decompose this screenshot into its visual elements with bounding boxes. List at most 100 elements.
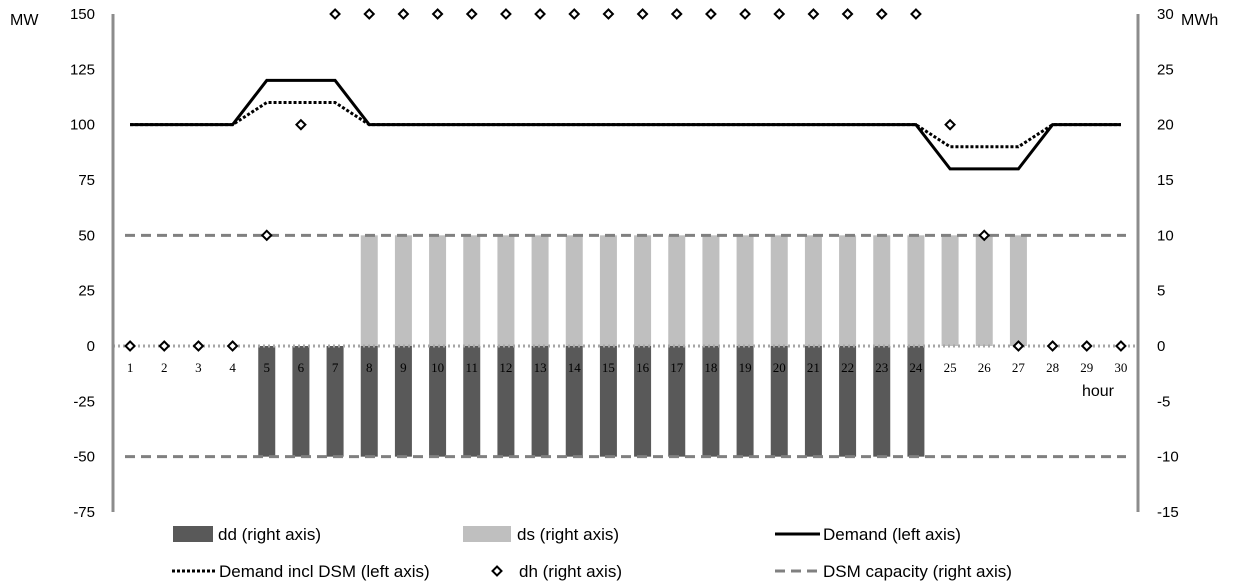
dd-bar-11 — [463, 346, 481, 457]
ds-bar-17 — [668, 235, 686, 346]
y-right-tick-label: -10 — [1157, 449, 1179, 466]
dh-point-10 — [431, 8, 444, 20]
x-tick-label: 23 — [875, 360, 888, 375]
demand-line — [130, 78, 1121, 171]
legend-swatch-ds — [463, 526, 511, 542]
x-axis-label: hour — [1082, 383, 1115, 400]
dd-bar-7 — [326, 346, 344, 457]
legend-label-demand-dsm: Demand incl DSM (left axis) — [219, 562, 430, 581]
dh-point-25 — [944, 118, 956, 131]
dh-point-22 — [841, 8, 854, 20]
dh-point-8 — [363, 8, 376, 20]
x-tick-label: 11 — [465, 360, 478, 375]
dd-bar-13 — [531, 346, 549, 457]
ds-bar-18 — [702, 235, 720, 346]
x-tick-label: 25 — [944, 360, 957, 375]
x-tick-label: 22 — [841, 360, 854, 375]
dd-bar-12 — [497, 346, 515, 457]
dd-bar-22 — [839, 346, 857, 457]
x-tick-label: 28 — [1046, 360, 1059, 375]
x-tick-label: 9 — [400, 360, 407, 375]
dh-point-5 — [260, 229, 273, 242]
y-right-tick-label: 10 — [1157, 227, 1174, 244]
dd-bar-15 — [599, 346, 617, 457]
legend-label-dh: dh (right axis) — [519, 562, 622, 581]
x-tick-label: 17 — [670, 360, 684, 375]
legend-swatch-dh — [491, 565, 503, 577]
x-tick-label: 20 — [773, 360, 786, 375]
ds-bar-11 — [463, 235, 481, 346]
dd-bar-10 — [429, 346, 447, 457]
y-left-tick-label: -25 — [73, 393, 95, 410]
dh-point-3 — [192, 340, 205, 352]
x-tick-label: 10 — [431, 360, 444, 375]
dd-bar-24 — [907, 346, 925, 457]
y-right-tick-label: 0 — [1157, 338, 1165, 355]
legend-label-ds: ds (right axis) — [517, 525, 619, 544]
dh-point-6 — [295, 118, 307, 131]
ds-bar-21 — [804, 235, 822, 346]
dh-point-21 — [807, 8, 820, 20]
dh-point-2 — [158, 340, 171, 352]
dh-point-17 — [670, 8, 683, 20]
y-right-tick-label: 5 — [1157, 283, 1165, 300]
x-tick-label: 24 — [909, 360, 923, 375]
legend: dd (right axis) ds (right axis) Demand (le… — [172, 525, 1012, 581]
x-tick-label: 19 — [739, 360, 752, 375]
y-left-tick-label: 0 — [87, 338, 95, 355]
y-right-tick-label: 15 — [1157, 172, 1174, 189]
dh-point-24 — [910, 8, 922, 20]
dd-bar-21 — [804, 346, 822, 457]
plot-area: -75-50-250255075100125150-15-10-50510152… — [10, 6, 1218, 521]
y-left-tick-label: 25 — [78, 283, 95, 300]
ds-bar-27 — [1009, 235, 1027, 346]
dd-bar-8 — [360, 346, 378, 457]
ds-bar-9 — [394, 235, 412, 346]
ds-bar-10 — [429, 235, 447, 346]
dd-bar-17 — [668, 346, 686, 457]
ds-bar-8 — [360, 235, 378, 346]
dh-point-28 — [1046, 340, 1059, 352]
x-tick-label: 4 — [229, 360, 236, 375]
x-tick-label: 2 — [161, 360, 168, 375]
y-left-tick-label: 125 — [70, 61, 95, 78]
y-left-tick-label: 75 — [78, 172, 95, 189]
ds-bar-20 — [770, 235, 788, 346]
y-left-axis-label: MW — [10, 12, 39, 29]
dd-bar-19 — [736, 346, 754, 457]
dh-point-11 — [465, 8, 478, 20]
dh-point-19 — [739, 8, 751, 20]
dd-bar-20 — [770, 346, 788, 457]
ds-bar-12 — [497, 235, 515, 346]
x-tick-label: 6 — [298, 360, 305, 375]
dd-bar-5 — [258, 346, 276, 457]
y-right-tick-label: 20 — [1157, 117, 1174, 134]
dd-bar-18 — [702, 346, 720, 457]
x-tick-label: 3 — [195, 360, 202, 375]
x-tick-label: 15 — [602, 360, 615, 375]
ds-bar-15 — [599, 235, 617, 346]
x-tick-label: 18 — [704, 360, 717, 375]
x-tick-label: 27 — [1012, 360, 1026, 375]
y-left-tick-label: 150 — [70, 6, 95, 23]
dh-point-7 — [329, 8, 341, 20]
dh-point-13 — [534, 8, 546, 20]
ds-bar-23 — [873, 235, 891, 346]
x-tick-label: 26 — [978, 360, 992, 375]
x-tick-label: 16 — [636, 360, 650, 375]
y-right-axis-label: MWh — [1181, 12, 1218, 29]
dh-point-18 — [705, 8, 717, 20]
x-tick-label: 12 — [499, 360, 512, 375]
dh-point-14 — [568, 8, 581, 20]
dd-bar-16 — [634, 346, 652, 457]
dh-point-30 — [1115, 340, 1127, 352]
dd-bar-6 — [292, 346, 310, 457]
dh-point-16 — [636, 8, 649, 20]
y-right-tick-label: -15 — [1157, 504, 1179, 521]
dh-point-23 — [875, 8, 888, 20]
ds-bar-16 — [634, 235, 652, 346]
x-tick-label: 14 — [568, 360, 582, 375]
dd-bar-9 — [394, 346, 412, 457]
x-tick-label: 21 — [807, 360, 820, 375]
dh-point-29 — [1080, 340, 1093, 352]
